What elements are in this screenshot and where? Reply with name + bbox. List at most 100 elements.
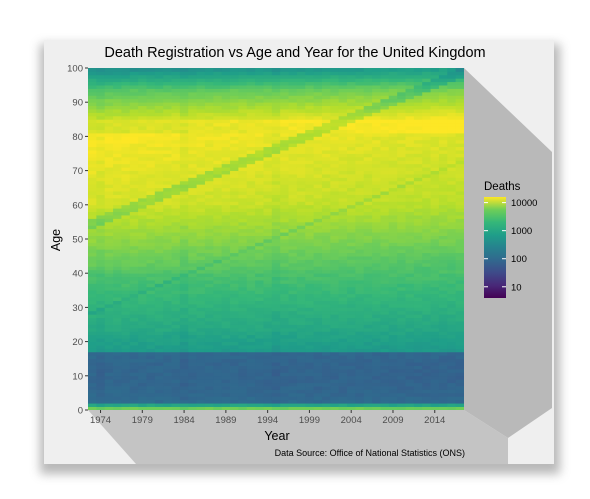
- heatmap-cell: [355, 280, 365, 284]
- heatmap-cell: [230, 197, 239, 202]
- heatmap-cell: [405, 160, 415, 165]
- heatmap-cell: [330, 283, 340, 288]
- heatmap-cell: [96, 174, 106, 178]
- heatmap-cell: [438, 375, 448, 380]
- heatmap-cell: [388, 351, 398, 356]
- heatmap-cell: [413, 170, 423, 175]
- heatmap-cell: [313, 85, 323, 89]
- heatmap-cell: [138, 122, 147, 127]
- heatmap-cell: [188, 204, 198, 209]
- heatmap-cell: [230, 218, 239, 223]
- heatmap-cell: [397, 273, 406, 278]
- heatmap-cell: [221, 215, 231, 219]
- heatmap-cell: [238, 95, 248, 100]
- heatmap-cell: [447, 331, 457, 336]
- heatmap-cell: [129, 276, 139, 281]
- heatmap-cell: [380, 112, 390, 117]
- heatmap-cell: [372, 372, 381, 377]
- heatmap-cell: [305, 204, 314, 209]
- heatmap-cell: [255, 392, 264, 397]
- heatmap-cell: [447, 95, 457, 100]
- heatmap-cell: [146, 167, 156, 171]
- heatmap-cell: [405, 403, 415, 407]
- heatmap-cell: [96, 167, 106, 171]
- heatmap-cell: [263, 382, 273, 387]
- heatmap-cell: [296, 180, 306, 185]
- heatmap-cell: [88, 290, 97, 295]
- heatmap-cell: [104, 338, 114, 342]
- heatmap-cell: [372, 85, 381, 89]
- heatmap-cell: [88, 362, 97, 366]
- heatmap-cell: [397, 351, 406, 356]
- heatmap-cell: [121, 365, 131, 370]
- heatmap-cell: [179, 129, 189, 134]
- heatmap-cell: [129, 102, 139, 107]
- heatmap-cell: [380, 150, 390, 154]
- heatmap-cell: [204, 379, 214, 384]
- heatmap-cell: [455, 215, 464, 219]
- heatmap-cell: [355, 327, 365, 332]
- heatmap-cell: [171, 259, 181, 264]
- heatmap-cell: [263, 362, 273, 366]
- heatmap-cell: [296, 160, 306, 165]
- heatmap-cell: [113, 351, 122, 356]
- heatmap-cell: [338, 85, 348, 89]
- heatmap-cell: [338, 403, 348, 407]
- heatmap-cell: [163, 345, 172, 349]
- heatmap-cell: [280, 139, 289, 144]
- heatmap-cell: [455, 375, 464, 380]
- heatmap-cell: [305, 382, 314, 387]
- heatmap-cell: [221, 303, 231, 308]
- heatmap-cell: [88, 150, 97, 154]
- heatmap-cell: [146, 221, 156, 226]
- heatmap-cell: [363, 297, 373, 301]
- heatmap-cell: [338, 115, 348, 120]
- heatmap-cell: [447, 74, 457, 79]
- heatmap-cell: [196, 194, 206, 199]
- heatmap-cell: [138, 71, 147, 76]
- heatmap-cell: [280, 71, 289, 76]
- heatmap-cell: [121, 392, 131, 397]
- heatmap-cell: [380, 368, 390, 373]
- heatmap-cell: [129, 290, 139, 295]
- heatmap-cell: [447, 177, 457, 182]
- heatmap-cell: [296, 239, 306, 243]
- heatmap-cell: [455, 143, 464, 148]
- heatmap-cell: [121, 239, 131, 243]
- heatmap-cell: [438, 266, 448, 271]
- heatmap-cell: [121, 132, 131, 137]
- heatmap-cell: [430, 403, 440, 407]
- heatmap-cell: [255, 355, 264, 360]
- heatmap-cell: [221, 355, 231, 360]
- heatmap-cell: [321, 331, 331, 336]
- heatmap-cell: [321, 91, 331, 96]
- heatmap-cell: [196, 310, 206, 315]
- heatmap-cell: [397, 74, 406, 79]
- heatmap-cell: [447, 146, 457, 151]
- heatmap-cell: [380, 375, 390, 380]
- heatmap-cell: [196, 74, 206, 79]
- heatmap-cell: [221, 345, 231, 349]
- heatmap-cell: [104, 95, 114, 100]
- heatmap-cell: [313, 341, 323, 346]
- heatmap-cell: [321, 197, 331, 202]
- heatmap-cell: [138, 232, 147, 236]
- heatmap-cell: [121, 324, 131, 329]
- heatmap-cell: [288, 228, 298, 233]
- heatmap-cell: [338, 112, 348, 117]
- heatmap-cell: [271, 180, 281, 185]
- heatmap-cell: [338, 283, 348, 288]
- heatmap-cell: [305, 403, 314, 407]
- heatmap-cell: [121, 187, 131, 192]
- heatmap-cell: [263, 269, 273, 274]
- heatmap-cell: [88, 317, 97, 322]
- heatmap-cell: [397, 78, 406, 83]
- heatmap-cell: [163, 283, 172, 288]
- heatmap-cell: [121, 98, 131, 103]
- heatmap-cell: [171, 88, 181, 93]
- heatmap-cell: [221, 132, 231, 137]
- heatmap-cell: [96, 187, 106, 192]
- heatmap-cell: [238, 334, 248, 339]
- heatmap-cell: [288, 105, 298, 110]
- heatmap-cell: [355, 112, 365, 117]
